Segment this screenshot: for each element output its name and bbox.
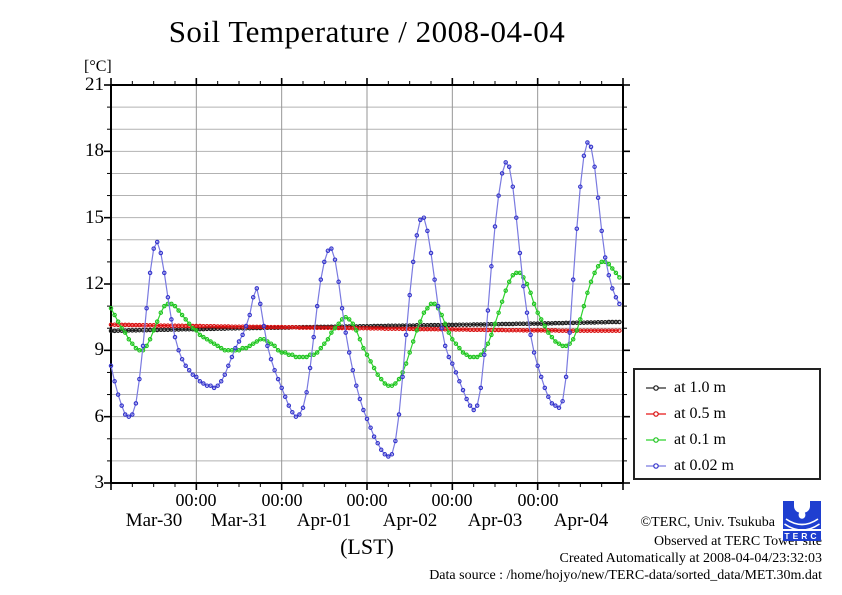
terc-logo-icon: TERC bbox=[783, 501, 821, 541]
legend-item-0.02m: at 0.02 m bbox=[645, 453, 819, 479]
x-time-label: 00:00 bbox=[431, 490, 473, 510]
x-time-label: 00:00 bbox=[517, 490, 559, 510]
x-date-label: Mar-31 bbox=[210, 510, 268, 531]
legend-item-0.5m: at 0.5 m bbox=[645, 401, 819, 427]
y-tick-label: 12 bbox=[85, 273, 104, 294]
y-tick-label: 18 bbox=[85, 140, 104, 161]
series-at-0.02-m bbox=[108, 140, 622, 459]
data-source-text: Data source : /home/hojyo/new/TERC-data/… bbox=[429, 568, 822, 583]
series-at-0.1-m bbox=[108, 259, 622, 388]
x-axis-label: (LST) bbox=[340, 534, 394, 559]
legend-label: at 0.1 m bbox=[674, 431, 726, 448]
x-time-label: 00:00 bbox=[346, 490, 388, 510]
legend-label: at 0.5 m bbox=[674, 405, 726, 422]
copyright-text: ©TERC, Univ. Tsukuba bbox=[640, 515, 776, 530]
legend-item-0.1m: at 0.1 m bbox=[645, 427, 819, 453]
plot-border bbox=[110, 84, 624, 484]
y-tick-label: 3 bbox=[94, 472, 105, 493]
y-tick-label: 9 bbox=[94, 339, 105, 360]
x-time-label: 00:00 bbox=[261, 490, 303, 510]
legend-marker-icon bbox=[646, 437, 666, 443]
y-tick-label: 15 bbox=[85, 207, 104, 228]
y-tick-label: 21 bbox=[85, 74, 104, 95]
legend-box: at 1.0 m at 0.5 m at 0.1 m at 0.02 m bbox=[633, 368, 821, 480]
chart-title: Soil Temperature / 2008-04-04 bbox=[168, 14, 566, 49]
observed-site-text: Observed at TERC Tower site bbox=[653, 534, 822, 549]
y-tick-label: 6 bbox=[94, 406, 105, 427]
legend-marker-icon bbox=[646, 463, 666, 469]
x-date-label: Apr-04 bbox=[553, 510, 609, 531]
x-date-label: Mar-30 bbox=[125, 510, 183, 531]
created-timestamp-text: Created Automatically at 2008-04-04/23:3… bbox=[559, 551, 822, 566]
legend-marker-icon bbox=[646, 385, 666, 391]
x-time-label: 00:00 bbox=[175, 490, 217, 510]
legend-item-1.0m: at 1.0 m bbox=[645, 375, 819, 401]
terc-logo-text: TERC bbox=[784, 531, 819, 541]
legend-label: at 0.02 m bbox=[674, 457, 734, 474]
y-axis-unit-label: [°C] bbox=[84, 58, 112, 75]
x-date-label: Apr-01 bbox=[296, 510, 352, 531]
x-date-label: Apr-02 bbox=[382, 510, 438, 531]
legend-marker-icon bbox=[646, 411, 666, 417]
x-date-label: Apr-03 bbox=[467, 510, 523, 531]
gridlines bbox=[111, 85, 623, 483]
legend-label: at 1.0 m bbox=[674, 379, 726, 396]
